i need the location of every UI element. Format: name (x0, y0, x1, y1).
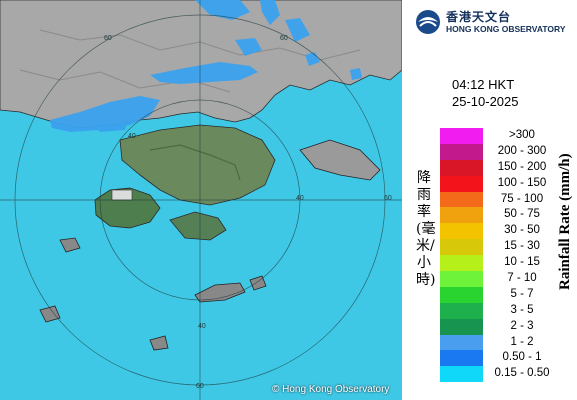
legend-swatch (440, 366, 483, 383)
legend-swatch (440, 286, 483, 303)
legend-swatch (440, 143, 483, 160)
legend-label: 30 - 50 (504, 224, 540, 237)
legend-swatch (440, 128, 483, 144)
legend-label: 3 - 5 (510, 303, 534, 316)
legend-panel: 香港天文台 HONG KONG OBSERVATORY 04:12 HKT 25… (402, 0, 577, 400)
legend-swatch (440, 350, 483, 367)
timestamp-date: 25-10-2025 (452, 94, 519, 109)
org-name-cn: 香港天文台 (446, 10, 512, 24)
legend-title-en: Rainfall Rate (mm/h) (557, 153, 573, 290)
legend-label: 10 - 15 (504, 256, 540, 269)
copyright-text: © Hong Kong Observatory (272, 384, 390, 395)
legend-swatch (440, 191, 483, 208)
lantau-island (94, 187, 161, 229)
radar-map: 60 60 40 40 40 60 60 © Hong Kong Observa… (0, 0, 402, 400)
legend-label: 5 - 7 (510, 287, 534, 300)
radar-map-image: 60 60 40 40 40 60 60 (0, 0, 402, 400)
legend-swatch (440, 175, 483, 192)
legend-label: 75 - 100 (500, 192, 544, 205)
ring-label-4: 40 (296, 195, 304, 202)
legend-swatch (440, 334, 483, 351)
legend-swatch (440, 255, 483, 272)
legend-label: 1 - 2 (510, 335, 534, 348)
legend-swatch (440, 318, 483, 335)
legend-swatch (440, 271, 483, 287)
legend-label: 0.15 - 0.50 (494, 367, 550, 380)
ring-label-1: 60 (104, 35, 112, 42)
legend-label: >300 (509, 129, 535, 141)
legend-title-cn: 降雨率(毫米/小時) (416, 170, 436, 288)
legend-label: 0.50 - 1 (502, 351, 542, 364)
legend-label: 100 - 150 (497, 176, 547, 189)
hko-logo-icon (416, 10, 440, 34)
legend-label: 7 - 10 (507, 272, 537, 285)
ring-label-6: 60 (384, 195, 392, 202)
legend-swatch (440, 223, 483, 240)
hk-island (169, 211, 227, 241)
legend-label: 2 - 3 (510, 319, 534, 332)
legend-swatch (440, 207, 483, 224)
org-name-en: HONG KONG OBSERVATORY (446, 24, 566, 34)
legend-swatch (440, 159, 483, 176)
rain-echoes (50, 0, 362, 132)
new-territories (119, 124, 276, 206)
legend-swatch (440, 239, 483, 256)
ring-label-5: 40 (198, 323, 206, 330)
timestamp-time: 04:12 HKT (452, 77, 515, 92)
hko-logo (414, 8, 574, 36)
ring-label-3: 40 (128, 133, 136, 140)
ring-label-2: 60 (280, 35, 288, 42)
legend-swatch (440, 302, 483, 319)
range-rings (0, 0, 402, 400)
legend-label: 15 - 30 (504, 240, 540, 253)
ring-label-7: 60 (196, 383, 204, 390)
legend-label: 150 - 200 (497, 160, 547, 173)
legend-label: 50 - 75 (504, 208, 540, 221)
legend-label: 200 - 300 (497, 144, 547, 157)
